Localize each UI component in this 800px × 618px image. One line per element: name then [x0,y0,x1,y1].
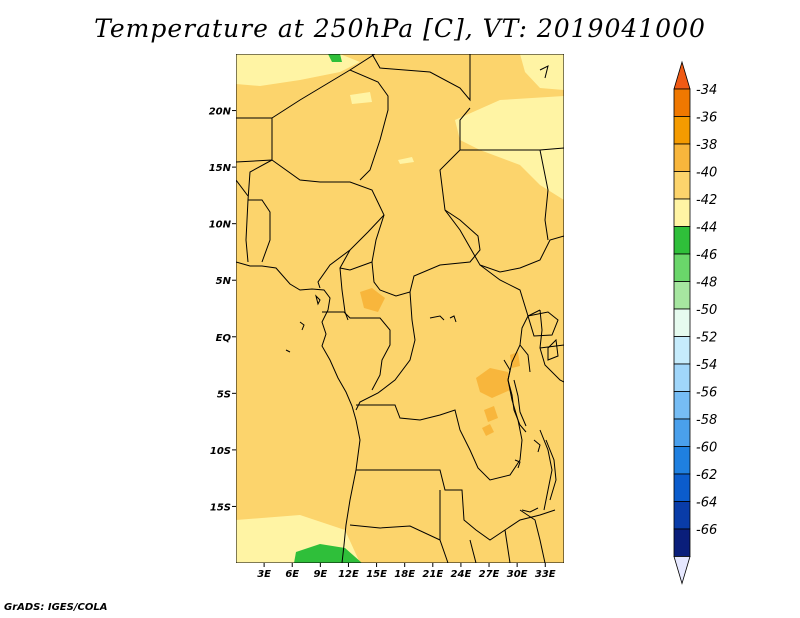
colorbar-label: -52 [696,331,717,346]
lat-tick-label: 10N [209,220,232,231]
colorbar: -34 -36 -38 -40 -42 -44 -46 -48 -50 -52 -54 -56 -58 -… [673,60,717,585]
map-panel [236,54,564,563]
colorbar-label: -44 [696,221,717,236]
colorbar-label: -48 [696,276,717,291]
colorbar-swatch [673,88,691,117]
colorbar-label: -46 [696,248,717,263]
lon-tick-label: 24E [451,569,472,580]
lon-tick-label: 6E [285,569,299,580]
latitude-axis: 20N 15N 10N 5N EQ 5S 10S 15S [209,107,236,513]
lon-tick-label: 3E [257,569,271,580]
lon-tick-label: 9E [313,569,327,580]
warm-temperature-patches [236,288,520,470]
colorbar-label: -62 [696,468,717,483]
lat-tick-label: 5N [216,276,232,287]
lat-tick-label: 10S [210,446,231,457]
colorbar-swatch [673,198,691,227]
lon-tick-label: 27E [479,569,500,580]
longitude-axis: 3E 6E 9E 12E 15E 18E 21E 24E 27E 30E 33E [257,563,556,580]
grads-credit: GrADS: IGES/COLA [4,602,108,613]
colorbar-swatch [673,226,691,255]
colorbar-label: -66 [696,523,717,538]
colorbar-swatch [673,418,691,447]
map-title: Temperature at 250hPa [C], VT: 201904100… [94,14,706,43]
colorbar-swatch [673,473,691,502]
lon-tick-label: 33E [535,569,556,580]
colorbar-swatch [673,143,691,172]
lon-tick-label: 21E [422,569,443,580]
colorbar-label: -36 [696,111,717,126]
colorbar-swatch [673,501,691,530]
colorbar-label: -58 [696,413,717,428]
colorbar-label: -60 [696,441,717,456]
cold-temperature-patches [294,54,362,563]
colorbar-label: -38 [696,138,717,153]
colorbar-label: -50 [696,303,717,318]
colorbar-swatch [673,116,691,145]
colorbar-swatch [673,253,691,282]
colorbar-label: -56 [696,386,717,401]
colorbar-label: -64 [696,496,717,511]
colorbar-label: -42 [696,193,717,208]
colorbar-swatch [673,363,691,392]
colorbar-swatch [673,171,691,200]
lat-tick-label: 15S [210,502,231,513]
lat-tick-label: 5S [217,389,231,400]
colorbar-label: -34 [696,83,717,98]
colorbar-bottom-arrow [673,556,691,585]
lat-tick-label: 20N [209,107,232,118]
coastlines-and-borders [236,54,564,563]
colorbar-swatch [673,308,691,337]
colorbar-swatch [673,336,691,365]
lat-tick-label: 15N [209,163,232,174]
colorbar-label: -54 [696,358,717,373]
colorbar-swatch [673,391,691,420]
lon-tick-label: 18E [394,569,415,580]
lon-tick-label: 15E [366,569,387,580]
lat-tick-label: EQ [216,333,232,344]
lon-tick-label: 30E [507,569,528,580]
colorbar-swatch [673,446,691,475]
colorbar-swatch [673,528,691,557]
lon-tick-label: 12E [338,569,359,580]
colorbar-top-arrow [673,60,691,90]
colorbar-swatch [673,281,691,310]
colorbar-label: -40 [696,166,717,181]
